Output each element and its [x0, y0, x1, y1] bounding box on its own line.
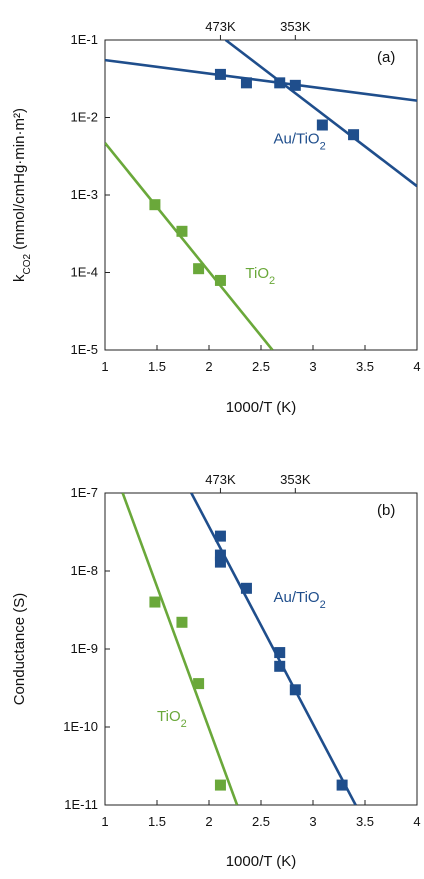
x-tick-label: 1 — [101, 814, 108, 829]
y-tick-label: 1E-5 — [71, 342, 98, 357]
data-point — [214, 530, 226, 542]
x-tick-label: 4 — [413, 814, 420, 829]
data-point — [193, 263, 205, 275]
data-point — [214, 779, 226, 791]
data-point — [348, 129, 360, 141]
data-point — [214, 556, 226, 568]
y-tick-label: 1E-11 — [64, 797, 98, 812]
series-au-tio2: Au/TiO2 — [105, 40, 417, 188]
data-point — [176, 225, 188, 237]
series-label: Au/TiO2 — [273, 131, 325, 153]
series-tio2: TiO2 — [105, 142, 275, 350]
x-tick-label: 3 — [309, 814, 316, 829]
y-axis-label: Conductance (S) — [11, 593, 28, 706]
data-point — [274, 77, 286, 89]
data-point — [149, 596, 161, 608]
top-axis-label: 473K — [205, 472, 236, 487]
data-point — [176, 616, 188, 628]
fit-line — [121, 493, 239, 805]
x-tick-label: 2.5 — [252, 814, 270, 829]
series-au-tio2: Au/TiO2 — [190, 493, 357, 805]
y-tick-label: 1E-3 — [71, 187, 98, 202]
chart-panel-a: 1 1.5 2 2.5 3 3.5 4 1E-5 1E-4 1E-3 1E-2 1E-1 473K 353… — [11, 19, 421, 416]
x-tick-label: 1.5 — [148, 359, 166, 374]
x-tick-label: 2 — [205, 359, 212, 374]
y-tick-label: 1E-8 — [71, 563, 98, 578]
series-label: Au/TiO2 — [273, 589, 325, 611]
x-tick-label: 1 — [101, 359, 108, 374]
data-point — [336, 779, 348, 791]
series-tio2: TiO2 — [121, 493, 239, 805]
series-label: TiO2 — [157, 708, 187, 730]
plot-frame — [104, 492, 418, 806]
y-tick-label: 1E-7 — [71, 485, 98, 500]
y-tick-label: 1E-4 — [71, 265, 98, 280]
plot-frame — [104, 39, 418, 351]
data-point — [214, 549, 226, 561]
top-axis-label: 353K — [280, 19, 311, 34]
y-tick-label: 1E-9 — [71, 641, 98, 656]
data-point — [240, 582, 252, 594]
x-tick-label: 3.5 — [356, 814, 374, 829]
panel-label: (b) — [377, 502, 395, 519]
data-point — [149, 199, 161, 211]
x-tick-label: 4 — [413, 359, 420, 374]
data-point — [193, 678, 205, 690]
fit-line — [224, 40, 417, 188]
x-axis-label: 1000/T (K) — [226, 853, 297, 870]
data-point — [214, 274, 226, 286]
panel-label: (a) — [377, 49, 395, 66]
data-point — [274, 660, 286, 672]
series-label: TiO2 — [245, 265, 275, 287]
data-point — [289, 79, 301, 91]
y-axis-label: kCO2 (mmol/cmHg·min·m²) — [11, 108, 33, 282]
chart-panel-b: 1 1.5 2 2.5 3 3.5 4 1E-11 1E-10 1E-9 1E-8 1E-7 473K 3… — [11, 472, 421, 870]
y-tick-label: 1E-10 — [63, 719, 98, 734]
fit-line — [105, 58, 417, 102]
x-tick-label: 1.5 — [148, 814, 166, 829]
data-point — [274, 647, 286, 659]
x-tick-label: 3.5 — [356, 359, 374, 374]
x-tick-label: 2 — [205, 814, 212, 829]
top-axis-label: 353K — [280, 472, 311, 487]
y-tick-label: 1E-1 — [71, 32, 98, 47]
data-point — [289, 684, 301, 696]
data-point — [240, 77, 252, 89]
x-tick-label: 3 — [309, 359, 316, 374]
data-point — [214, 68, 226, 80]
x-axis-label: 1000/T (K) — [226, 399, 297, 416]
data-point — [316, 119, 328, 131]
y-tick-label: 1E-2 — [71, 110, 98, 125]
fit-line — [190, 493, 357, 805]
top-axis-label: 473K — [205, 19, 236, 34]
fit-line — [105, 142, 274, 350]
x-tick-label: 2.5 — [252, 359, 270, 374]
